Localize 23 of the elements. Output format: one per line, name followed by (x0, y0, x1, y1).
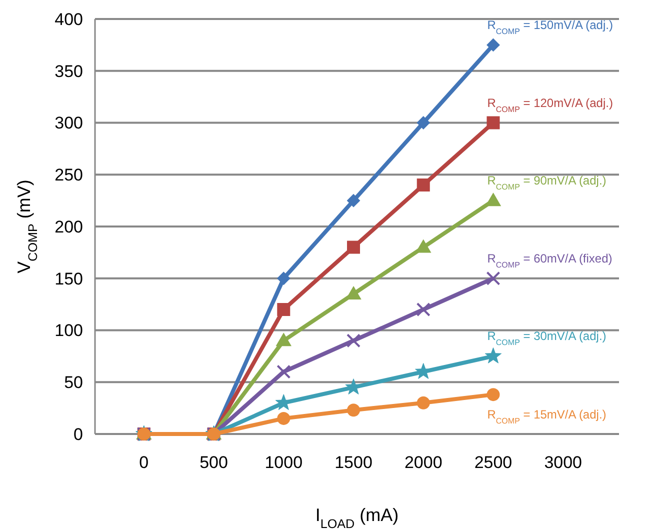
x-tick-label: 2500 (474, 453, 512, 472)
series-label: R$_{COMP}$ = 90mV/A (adj.) (487, 174, 606, 192)
y-tick-label: 400 (54, 10, 83, 29)
series-label: R$_{COMP}$ = 150mV/A (adj.) (487, 18, 613, 36)
series-label: R$_{COMP}$ = 120mV/A (adj.) (487, 96, 613, 114)
y-tick-label: 100 (54, 321, 83, 340)
series-label: R$_{COMP}$ = 60mV/A (fixed) (487, 251, 612, 269)
series-label: R$_{COMP}$ = 30mV/A (adj.) (487, 329, 606, 347)
series-label: R$_{COMP}$ = 15mV/A (adj.) (487, 408, 606, 426)
x-tick-label: 0 (139, 453, 149, 472)
y-tick-label: 350 (54, 62, 83, 81)
y-tick-label: 150 (54, 269, 83, 288)
x-tick-label: 1500 (334, 453, 372, 472)
x-tick-label: 2000 (404, 453, 442, 472)
x-tick-label: 500 (200, 453, 228, 472)
y-tick-label: 200 (54, 217, 83, 236)
y-tick-label: 50 (64, 373, 83, 392)
y-tick-label: 0 (74, 424, 83, 444)
x-tick-label: 3000 (544, 453, 582, 472)
x-axis-title: I$_{LOAD}$ (mA) (315, 505, 399, 529)
y-tick-label: 250 (54, 166, 83, 185)
x-tick-label: 1000 (264, 453, 303, 472)
y-tick-label: 300 (54, 114, 83, 133)
